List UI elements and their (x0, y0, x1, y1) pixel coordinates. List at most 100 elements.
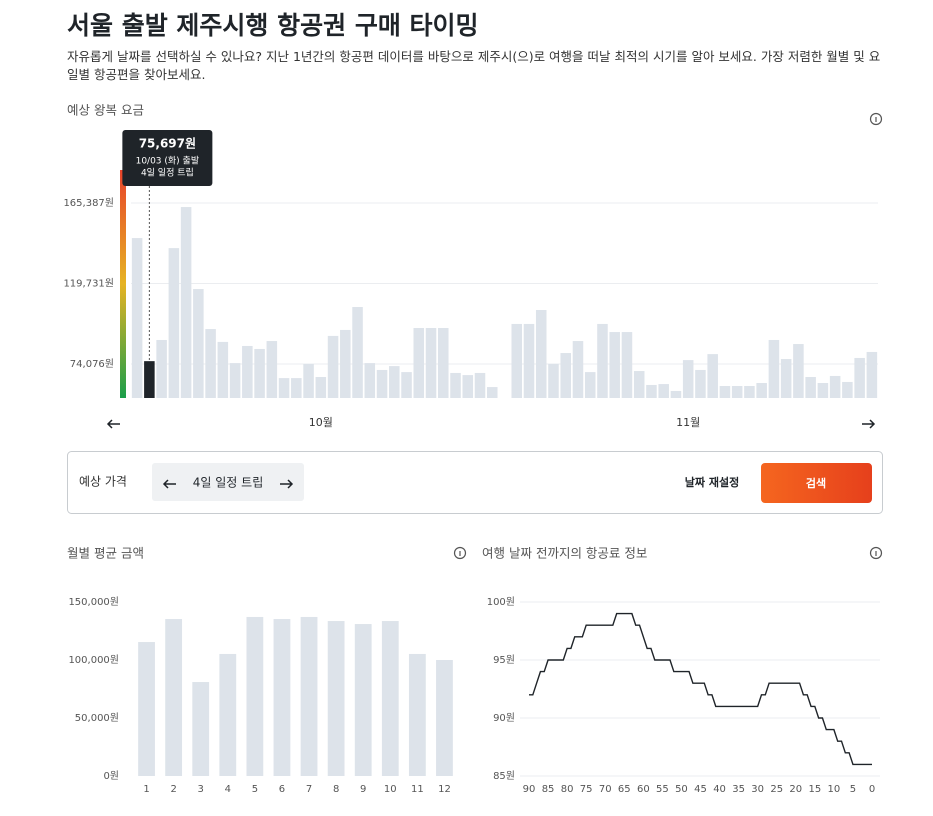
bar[interactable] (793, 344, 804, 398)
bar[interactable] (138, 642, 155, 776)
bar[interactable] (584, 372, 596, 398)
y-tick-label: 0원 (103, 770, 119, 782)
search-button[interactable] (761, 463, 872, 503)
nav-arrows[interactable] (106, 419, 876, 429)
bar[interactable] (217, 341, 229, 398)
bar[interactable] (156, 339, 167, 398)
bar[interactable] (780, 359, 792, 398)
y-tick-label: 100원 (487, 596, 515, 608)
bar[interactable] (436, 660, 453, 776)
bar[interactable] (756, 383, 767, 398)
bar[interactable] (315, 377, 327, 398)
bar[interactable] (523, 323, 535, 398)
bar[interactable] (229, 363, 241, 398)
header: 서울 출발 제주시행 항공권 구매 타이밍 자유롭게 날짜를 선택하실 수 있나… (67, 8, 887, 84)
bar[interactable] (219, 653, 237, 776)
bar[interactable] (548, 363, 559, 398)
bar[interactable] (658, 384, 669, 398)
bar[interactable] (817, 383, 829, 398)
bar[interactable] (340, 329, 351, 398)
x-tick-label: 12 (438, 784, 451, 795)
bar[interactable] (707, 354, 718, 398)
bar[interactable] (572, 341, 584, 398)
bar[interactable] (352, 307, 363, 398)
bar[interactable] (131, 238, 143, 398)
bar[interactable] (205, 329, 216, 398)
bar[interactable] (854, 357, 865, 398)
bar[interactable] (597, 323, 608, 398)
tooltip (122, 130, 213, 186)
bar[interactable] (842, 381, 853, 398)
bar[interactable] (511, 323, 523, 398)
x-tick-label: 90 (523, 784, 536, 795)
bar[interactable] (273, 619, 291, 776)
search-label[interactable]: 검색 (806, 476, 826, 490)
x-tick-label: 11월 (676, 416, 700, 429)
bar[interactable] (242, 345, 253, 398)
x-tick-label: 10 (828, 784, 841, 795)
chart-title: 월별 평균 금액 (67, 546, 144, 561)
trip-selector[interactable] (152, 463, 304, 501)
bar[interactable] (192, 682, 210, 776)
bar[interactable] (144, 361, 155, 398)
bar[interactable] (621, 332, 633, 398)
bar[interactable] (560, 353, 571, 398)
bar[interactable] (719, 386, 731, 398)
bar[interactable] (300, 616, 318, 776)
bar[interactable] (266, 341, 278, 398)
y-tick-label: 150,000원 (68, 596, 119, 608)
bar[interactable] (450, 372, 461, 398)
bar[interactable] (731, 386, 743, 398)
x-tick-label: 8 (333, 784, 339, 795)
bar[interactable] (670, 390, 682, 398)
bar[interactable] (866, 351, 878, 398)
bar[interactable] (829, 375, 841, 398)
x-tick-label: 30 (751, 784, 764, 795)
x-tick-label: 2 (170, 784, 176, 795)
bar[interactable] (168, 248, 180, 398)
y-tick-label: 119,731원 (63, 278, 114, 290)
bar[interactable] (381, 621, 399, 776)
bar[interactable] (327, 335, 339, 398)
x-tick-label: 5 (850, 784, 856, 795)
bar[interactable] (376, 369, 388, 398)
bar[interactable] (246, 616, 264, 776)
x-tick-label: 1 (143, 784, 149, 795)
bar[interactable] (193, 289, 204, 398)
trip-arrows[interactable] (162, 479, 294, 489)
bar[interactable] (327, 621, 345, 776)
bar[interactable] (401, 372, 412, 398)
bar[interactable] (354, 624, 372, 776)
bar[interactable] (805, 377, 816, 398)
bar[interactable] (165, 619, 183, 776)
bar[interactable] (535, 310, 547, 398)
page-title: 서울 출발 제주시행 항공권 구매 타이밍 (67, 11, 479, 40)
bar[interactable] (768, 339, 780, 398)
bar[interactable] (744, 386, 755, 398)
bar[interactable] (695, 369, 706, 398)
bar[interactable] (413, 327, 425, 398)
y-tick-label: 100,000원 (68, 654, 119, 666)
bar[interactable] (291, 378, 302, 398)
bar[interactable] (425, 327, 437, 398)
bar[interactable] (278, 378, 290, 398)
bar[interactable] (408, 653, 426, 776)
bar[interactable] (609, 332, 620, 398)
bar[interactable] (633, 371, 645, 398)
bar[interactable] (254, 348, 265, 398)
bar[interactable] (389, 366, 400, 398)
bar[interactable] (682, 360, 694, 398)
x-tick-label: 20 (789, 784, 802, 795)
bar[interactable] (303, 363, 314, 398)
bar[interactable] (462, 375, 474, 398)
x-tick-label: 85 (542, 784, 555, 795)
bar[interactable] (364, 363, 376, 398)
x-tick-label: 50 (675, 784, 688, 795)
bar[interactable] (438, 327, 449, 398)
x-tick-label: 3 (198, 784, 204, 795)
reset-button[interactable]: 날짜 재설정 (685, 475, 739, 489)
bar[interactable] (180, 207, 192, 398)
bar[interactable] (646, 384, 657, 398)
bar[interactable] (474, 372, 486, 398)
bar[interactable] (486, 387, 498, 398)
